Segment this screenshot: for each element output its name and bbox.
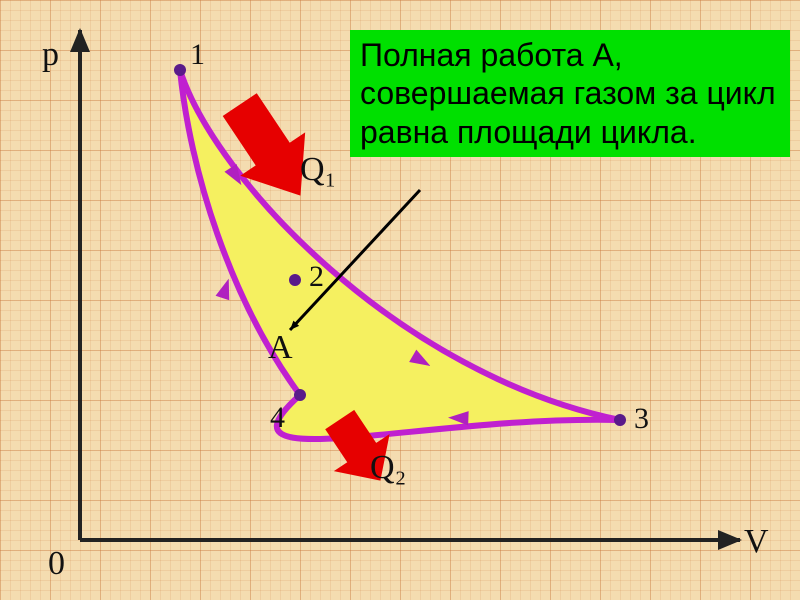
point-3-label: 3: [634, 402, 649, 435]
heat-out-label-Q2: Q₂: [370, 449, 406, 486]
v-axis-arrow: [718, 530, 742, 550]
heat-in-label-Q1: Q₁: [300, 151, 336, 188]
v-axis-label: V: [744, 523, 769, 560]
point-4-label: 4: [270, 401, 285, 434]
p-axis-arrow: [70, 28, 90, 52]
area-label-A: A: [268, 329, 293, 366]
point-1-label: 1: [190, 38, 205, 71]
origin-label: 0: [48, 545, 65, 582]
callout-box: Полная работа А, совершаемая газом за ци…: [350, 30, 790, 157]
p-axis-label: p: [42, 36, 59, 73]
callout-text: Полная работа А, совершаемая газом за ци…: [360, 37, 776, 150]
point-2-label: 2: [309, 260, 324, 293]
